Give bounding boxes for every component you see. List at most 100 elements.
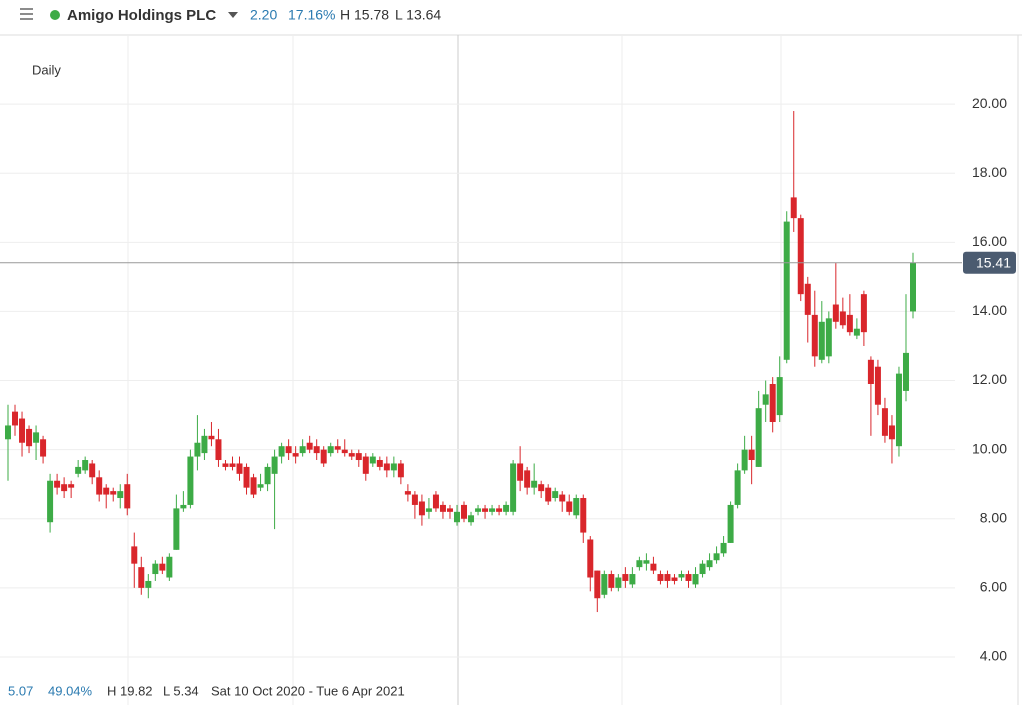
candle-body (271, 456, 278, 474)
candle-body (678, 574, 685, 578)
candle-body (159, 563, 166, 571)
candle-body (706, 560, 713, 568)
candle-body (825, 318, 832, 357)
candle-body (524, 470, 531, 488)
candle-body (594, 570, 601, 599)
y-tick-label: 20.00 (972, 95, 1007, 111)
candle-body (425, 508, 432, 512)
candle-body (397, 463, 404, 478)
candle-body (124, 484, 131, 509)
candle-body (510, 463, 517, 512)
candle-body (783, 221, 790, 360)
candle-body (748, 449, 755, 461)
candle-body (797, 218, 804, 295)
candle-body (741, 449, 748, 471)
candle-body (895, 373, 902, 447)
candle-body (222, 463, 229, 467)
candle-body (846, 314, 853, 333)
candle-body (75, 466, 82, 474)
header-change: 2.20 (250, 7, 277, 23)
candle-body (285, 446, 292, 454)
candle-body (446, 508, 453, 512)
candle-body (33, 432, 40, 443)
y-tick-label: 12.00 (972, 371, 1007, 387)
candle-body (804, 283, 811, 315)
candle-body (629, 574, 636, 585)
candle-body (566, 501, 573, 512)
candle-body (40, 439, 47, 457)
candle-body (89, 463, 96, 478)
candle-body (173, 508, 180, 550)
candle-body (664, 574, 671, 581)
menu-icon[interactable] (20, 8, 33, 20)
candle-body (580, 498, 587, 533)
candle-body (264, 466, 271, 485)
candle-body (166, 556, 173, 578)
footer-range: Sat 10 Oct 2020 - Tue 6 Apr 2021 (211, 683, 405, 698)
candle-body (811, 314, 818, 357)
candle-body (439, 504, 446, 512)
candle-body (755, 408, 762, 467)
candle-body (538, 484, 545, 492)
candle-body (390, 463, 397, 471)
candle-body (243, 466, 250, 488)
candle-body (320, 449, 327, 464)
candle-body (376, 460, 383, 467)
candle-body (650, 563, 657, 571)
candle-body (657, 574, 664, 581)
candle-body (671, 577, 678, 581)
candle-body (362, 456, 369, 474)
candle-body (643, 560, 650, 564)
candle-body (145, 580, 152, 588)
candle-body (117, 491, 124, 499)
candle-body (622, 574, 629, 581)
y-tick-label: 8.00 (980, 509, 1007, 525)
candle-body (573, 498, 580, 516)
candle-body (482, 508, 489, 512)
candle-body (461, 504, 468, 519)
y-tick-label: 4.00 (980, 648, 1007, 664)
last-price-badge (963, 251, 1016, 274)
candle-body (559, 494, 566, 502)
candle-body (418, 501, 425, 516)
candle-body (867, 359, 874, 384)
candle-body (96, 477, 103, 495)
candle-body (187, 456, 194, 505)
candle-body (110, 491, 117, 495)
candle-body (47, 480, 54, 523)
candle-body (68, 484, 75, 488)
candle-body (201, 435, 208, 454)
candle-body (26, 428, 33, 447)
candle-body (881, 408, 888, 436)
candle-body (720, 542, 727, 554)
candle-body (19, 418, 26, 443)
footer-high: H 19.82 (107, 683, 153, 698)
header-high: H 15.78 (340, 7, 389, 23)
candle-body (369, 456, 376, 464)
candle-body (229, 463, 236, 467)
dropdown-arrow[interactable] (228, 12, 238, 18)
candle-body (727, 504, 734, 543)
candle-body (12, 411, 19, 426)
candle-body (215, 439, 222, 461)
y-tick-label: 14.00 (972, 302, 1007, 318)
interval-label[interactable]: Daily (32, 62, 61, 77)
candle-body (61, 484, 68, 492)
status-dot (50, 10, 60, 20)
y-tick-label: 10.00 (972, 440, 1007, 456)
time-grid (127, 35, 782, 705)
candle-body (404, 491, 411, 495)
candle-body (818, 321, 825, 360)
candle-body (54, 480, 61, 488)
candle-body (475, 508, 482, 512)
footer-change: 5.07 (8, 683, 33, 698)
candle-body (152, 563, 159, 575)
candle-body (762, 394, 769, 405)
candle-body (699, 563, 706, 575)
candle-body (103, 487, 110, 495)
instrument-name[interactable]: Amigo Holdings PLC (67, 7, 216, 24)
candle-body (82, 460, 89, 471)
candle-body (531, 480, 538, 488)
candle-body (496, 508, 503, 512)
